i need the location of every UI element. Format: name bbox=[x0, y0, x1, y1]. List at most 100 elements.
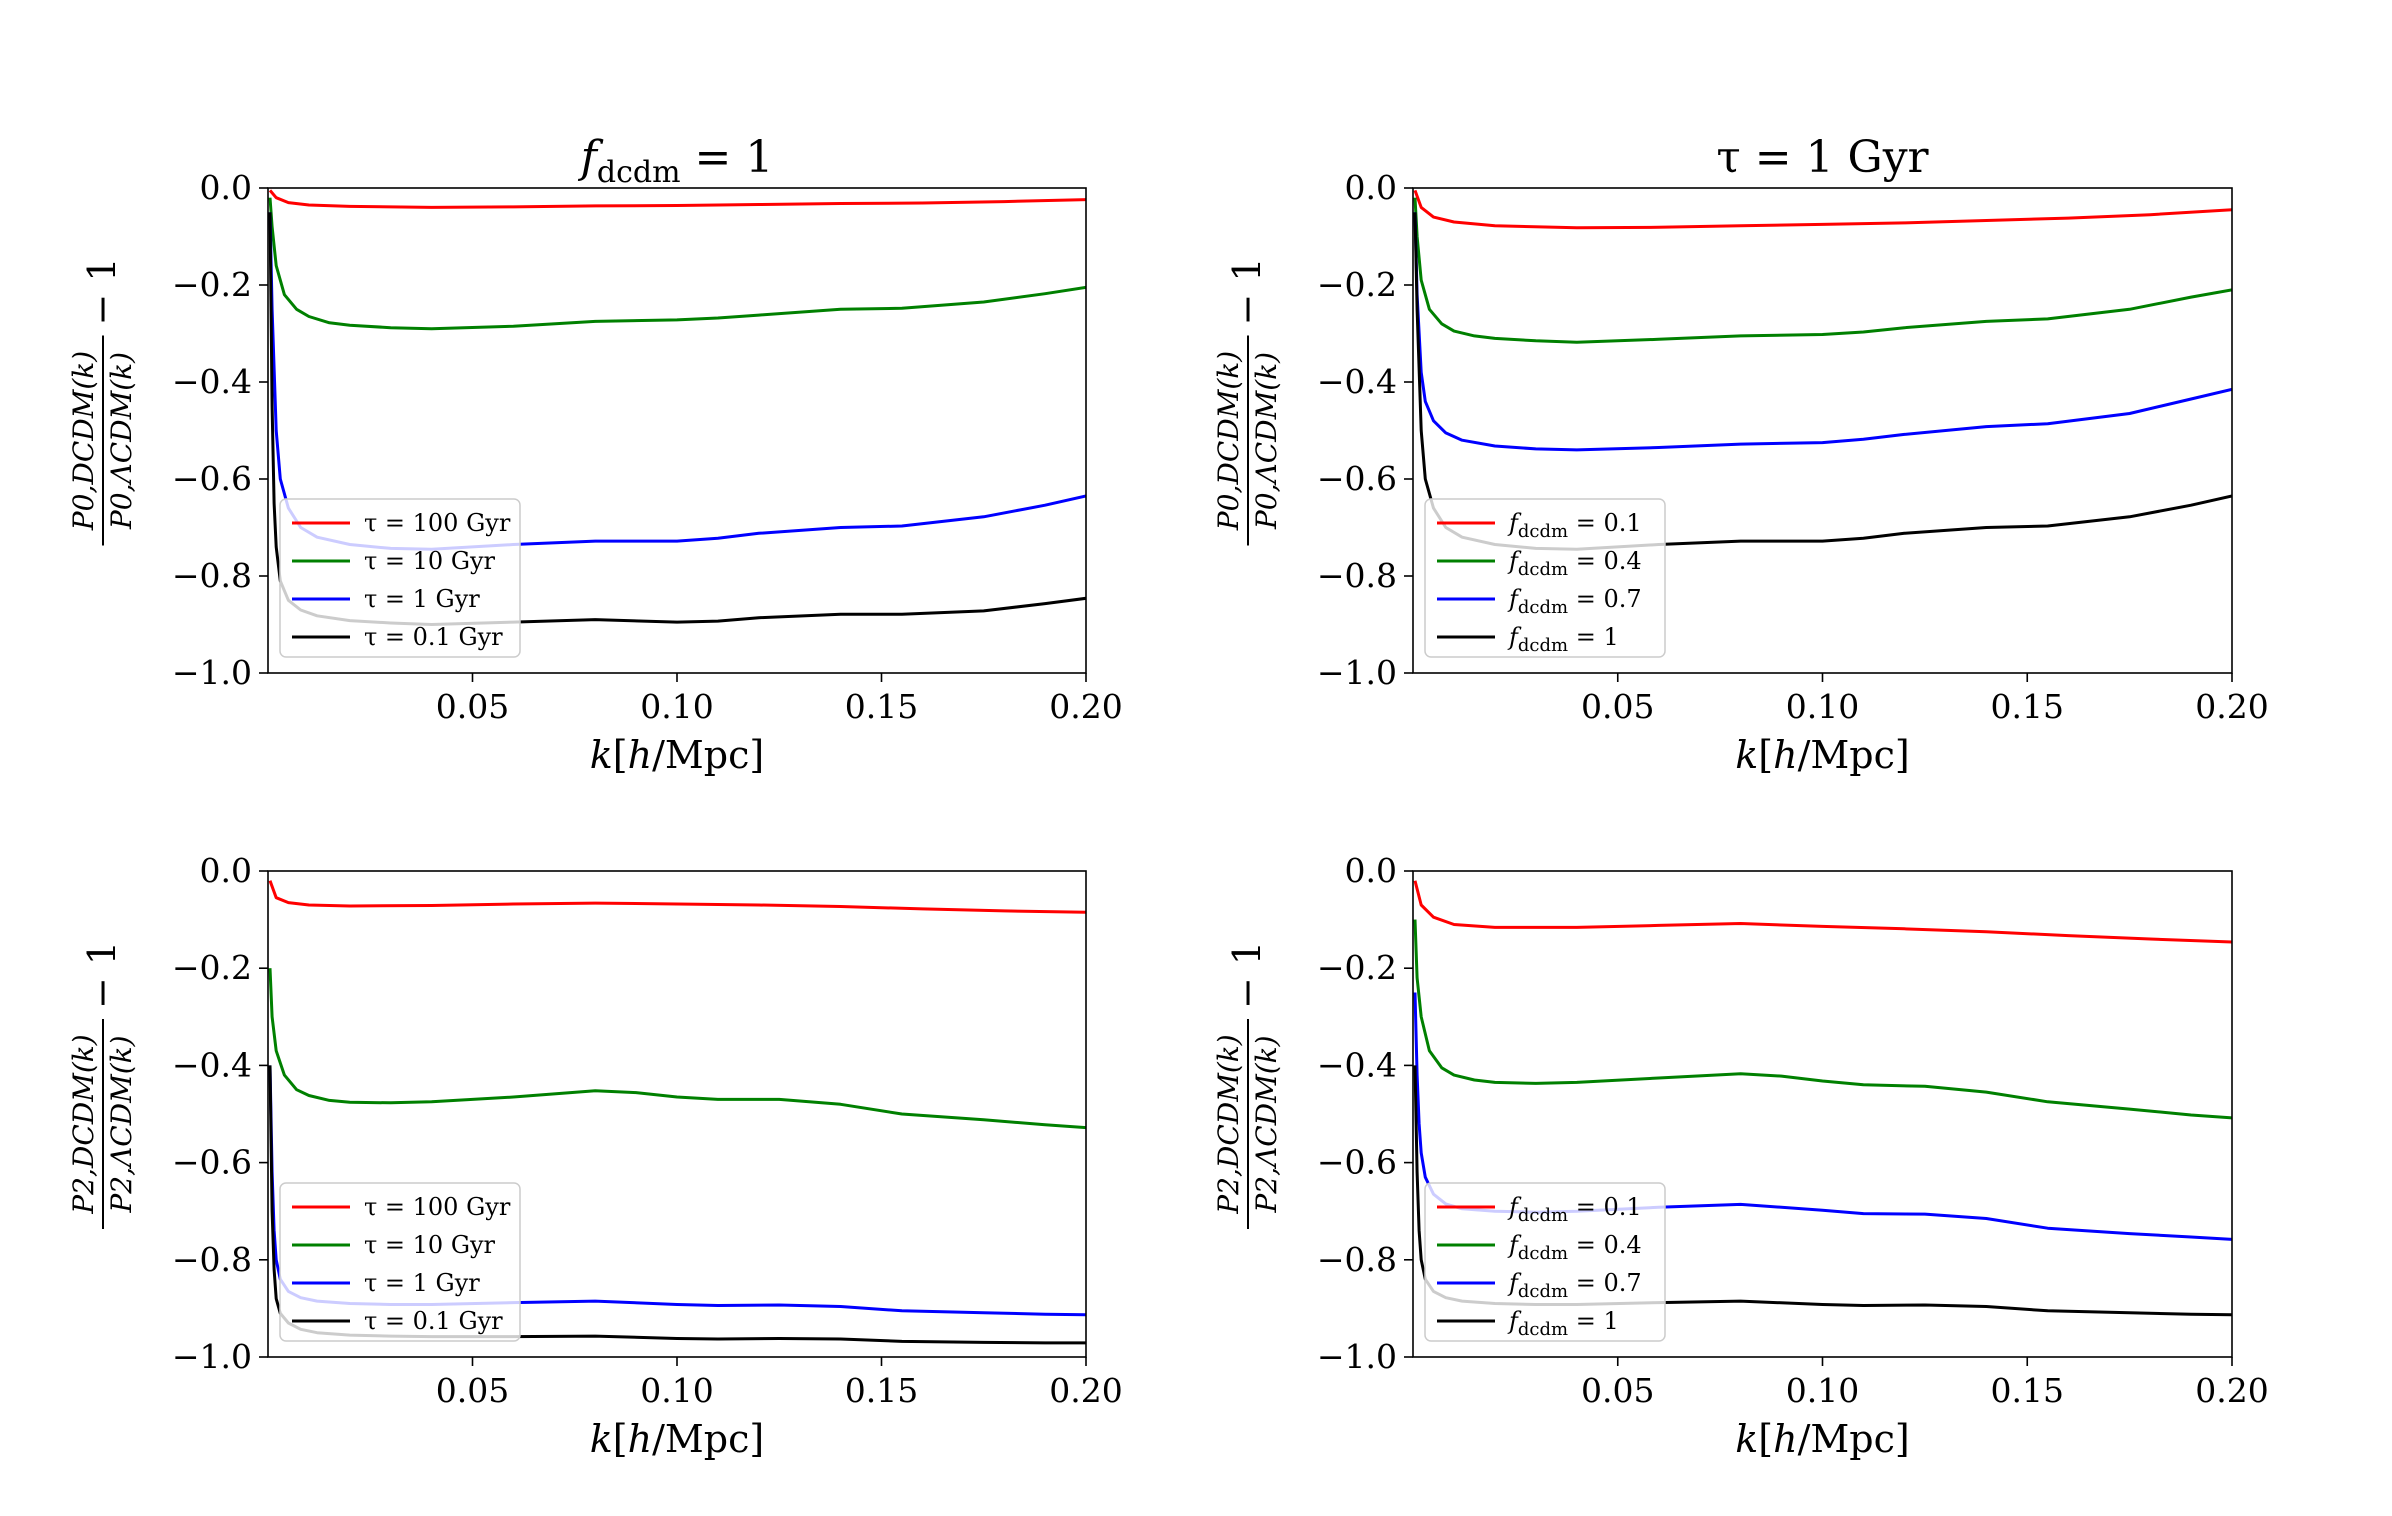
x-tick-label: 0.05 bbox=[1581, 1371, 1654, 1410]
x-tick-label: 0.05 bbox=[436, 687, 509, 726]
y-label-denominator: P0,ΛCDM(k) bbox=[1250, 352, 1283, 530]
x-tick-label: 0.10 bbox=[640, 687, 713, 726]
y-tick-label: −0.4 bbox=[1317, 362, 1397, 401]
x-axis-label: k[h/Mpc] bbox=[1735, 1417, 1910, 1461]
legend-item: fdcdm = 0.1 bbox=[1437, 1193, 1642, 1226]
y-tick-label: −0.8 bbox=[172, 556, 252, 595]
x-tick-label: 0.10 bbox=[1786, 1371, 1859, 1410]
y-tick-label: −1.0 bbox=[172, 653, 252, 692]
series-line-2 bbox=[1413, 212, 2232, 452]
series-line-1 bbox=[268, 968, 1086, 1130]
y-label-numerator: P0,DCDM(k) bbox=[1212, 351, 1245, 531]
y-label-numerator: P0,DCDM(k) bbox=[67, 351, 100, 531]
legend-label: τ = 1 Gyr bbox=[364, 1269, 480, 1297]
legend-item: τ = 0.1 Gyr bbox=[292, 623, 503, 651]
y-label-minus-one: − 1 bbox=[1225, 257, 1269, 325]
panel-top-left: 0.05 0.10 0.15 0.20 0.0 −0.2 −0.4 −0.6 −0.8 −1.0 k… bbox=[67, 132, 1123, 777]
legend-label: τ = 0.1 Gyr bbox=[364, 1307, 503, 1335]
y-axis-label: P0,DCDM(k) P0,ΛCDM(k) − 1 bbox=[67, 257, 138, 546]
legend-label: fdcdm = 1 bbox=[1507, 1307, 1619, 1340]
y-tick-label: −0.8 bbox=[172, 1240, 252, 1279]
x-tick-label: 0.10 bbox=[640, 1371, 713, 1410]
x-tick-label: 0.10 bbox=[1786, 687, 1859, 726]
y-tick-label: −1.0 bbox=[172, 1337, 252, 1376]
legend-item: τ = 100 Gyr bbox=[292, 509, 511, 537]
legend-item: fdcdm = 1 bbox=[1437, 1307, 1619, 1340]
legend-item: fdcdm = 0.7 bbox=[1437, 1269, 1642, 1302]
y-tick-label: 0.0 bbox=[200, 168, 252, 207]
y-label-minus-one: − 1 bbox=[1225, 941, 1269, 1009]
x-axis-label: k[h/Mpc] bbox=[590, 1417, 765, 1461]
y-tick-label: 0.0 bbox=[1345, 168, 1397, 207]
legend-item: τ = 1 Gyr bbox=[292, 1269, 480, 1297]
series-line-1 bbox=[268, 197, 1086, 331]
y-label-numerator: P2,DCDM(k) bbox=[67, 1034, 100, 1214]
series-line-0 bbox=[268, 880, 1086, 914]
y-tick-label: −0.8 bbox=[1317, 556, 1397, 595]
series-line-1 bbox=[1413, 197, 2232, 344]
y-tick-label: −1.0 bbox=[1317, 1337, 1397, 1376]
legend-item: τ = 0.1 Gyr bbox=[292, 1307, 503, 1335]
series-group bbox=[1413, 189, 2232, 551]
legend-label: τ = 100 Gyr bbox=[364, 509, 511, 537]
x-tick-label: 0.20 bbox=[1049, 687, 1122, 726]
legend-box bbox=[279, 498, 521, 658]
series-line-0 bbox=[1413, 880, 2232, 944]
y-tick-label: −0.2 bbox=[172, 948, 252, 987]
legend-item: τ = 100 Gyr bbox=[292, 1193, 511, 1221]
y-tick-label: −0.4 bbox=[172, 1045, 252, 1084]
legend-label: fdcdm = 0.4 bbox=[1507, 547, 1642, 580]
x-tick-label: 0.15 bbox=[1991, 687, 2064, 726]
legend-label: fdcdm = 0.1 bbox=[1507, 509, 1642, 542]
legend-label: τ = 1 Gyr bbox=[364, 585, 480, 613]
y-tick-label: −0.2 bbox=[1317, 265, 1397, 304]
panel-title: fdcdm = 1 bbox=[578, 132, 774, 190]
legend-item: fdcdm = 0.1 bbox=[1437, 509, 1642, 542]
y-tick-label: −0.8 bbox=[1317, 1240, 1397, 1279]
series-line-1 bbox=[1413, 919, 2232, 1120]
legend: τ = 100 Gyr τ = 10 Gyr τ = 1 Gyr τ = 0.1 Gy… bbox=[279, 1182, 521, 1342]
series-line-0 bbox=[268, 189, 1086, 209]
legend-box bbox=[1424, 498, 1666, 658]
legend-label: fdcdm = 0.7 bbox=[1507, 1269, 1642, 1302]
legend-item: fdcdm = 0.4 bbox=[1437, 1231, 1642, 1264]
y-tick-label: −0.6 bbox=[172, 1143, 252, 1182]
y-tick-label: −0.2 bbox=[172, 265, 252, 304]
y-tick-label: −0.2 bbox=[1317, 948, 1397, 987]
x-tick-label: 0.20 bbox=[2195, 1371, 2268, 1410]
y-axis-label: P0,DCDM(k) P0,ΛCDM(k) − 1 bbox=[1212, 257, 1283, 546]
x-axis-label: k[h/Mpc] bbox=[1735, 733, 1910, 777]
y-tick-label: −0.4 bbox=[1317, 1045, 1397, 1084]
y-label-denominator: P2,ΛCDM(k) bbox=[105, 1035, 138, 1213]
y-label-numerator: P2,DCDM(k) bbox=[1212, 1034, 1245, 1214]
y-tick-label: −0.6 bbox=[1317, 1143, 1397, 1182]
legend-item: τ = 10 Gyr bbox=[292, 1231, 496, 1259]
y-tick-label: 0.0 bbox=[200, 851, 252, 890]
y-axis-label: P2,DCDM(k) P2,ΛCDM(k) − 1 bbox=[1212, 941, 1283, 1229]
panel-bottom-left: 0.05 0.10 0.15 0.20 0.0 −0.2 −0.4 −0.6 −0.8 −1.0 k… bbox=[67, 851, 1123, 1461]
y-label-minus-one: − 1 bbox=[80, 257, 124, 325]
y-label-denominator: P2,ΛCDM(k) bbox=[1250, 1035, 1283, 1213]
legend: τ = 100 Gyr τ = 10 Gyr τ = 1 Gyr τ = 0.1 Gy… bbox=[279, 498, 521, 658]
panel-bottom-right: 0.05 0.10 0.15 0.20 0.0 −0.2 −0.4 −0.6 −0.8 −1.0 k… bbox=[1212, 851, 2269, 1461]
y-label-denominator: P0,ΛCDM(k) bbox=[105, 352, 138, 530]
y-tick-label: 0.0 bbox=[1345, 851, 1397, 890]
x-tick-label: 0.05 bbox=[1581, 687, 1654, 726]
y-tick-label: −0.6 bbox=[1317, 459, 1397, 498]
legend-label: τ = 10 Gyr bbox=[364, 1231, 496, 1259]
x-axis-label: k[h/Mpc] bbox=[590, 733, 765, 777]
x-tick-label: 0.15 bbox=[845, 1371, 918, 1410]
legend-label: fdcdm = 1 bbox=[1507, 623, 1619, 656]
panel-title: τ = 1 Gyr bbox=[1716, 132, 1929, 183]
y-label-minus-one: − 1 bbox=[80, 941, 124, 1009]
panel-top-right: 0.05 0.10 0.15 0.20 0.0 −0.2 −0.4 −0.6 −0.8 −1.0 k… bbox=[1212, 132, 2269, 777]
y-axis-label: P2,DCDM(k) P2,ΛCDM(k) − 1 bbox=[67, 941, 138, 1229]
legend-label: τ = 0.1 Gyr bbox=[364, 623, 503, 651]
legend-box bbox=[279, 1182, 521, 1342]
x-tick-label: 0.15 bbox=[1991, 1371, 2064, 1410]
y-tick-label: −1.0 bbox=[1317, 653, 1397, 692]
legend-item: fdcdm = 1 bbox=[1437, 623, 1619, 656]
legend-item: τ = 10 Gyr bbox=[292, 547, 496, 575]
